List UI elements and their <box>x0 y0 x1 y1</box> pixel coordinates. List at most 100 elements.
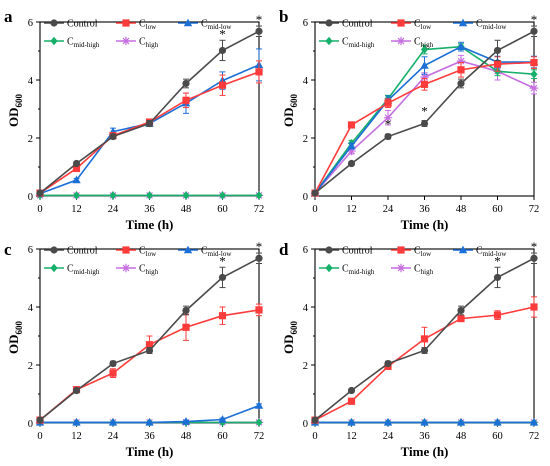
data-point <box>456 56 466 66</box>
data-point <box>72 386 81 395</box>
series-line <box>39 30 260 194</box>
legend-item-control: Control <box>44 246 98 257</box>
legend-marker <box>458 245 468 254</box>
y-axis-title-sub: 600 <box>14 321 24 335</box>
data-point <box>493 46 502 55</box>
series-clow <box>311 296 538 424</box>
y-tick-label: 4 <box>303 303 309 314</box>
legend-label-main: C <box>414 264 421 275</box>
data-point <box>311 416 319 424</box>
legend-label: Chigh <box>139 264 159 277</box>
legend-label-main: C <box>67 264 74 275</box>
data-point <box>218 312 227 320</box>
x-tick-label: 24 <box>383 204 394 215</box>
data-point <box>493 273 502 282</box>
legend-item-control: Control <box>319 19 373 30</box>
data-point <box>182 96 190 104</box>
data-point <box>383 418 393 426</box>
legend-label-sub: high <box>146 41 159 49</box>
y-axis-title-sub: 600 <box>289 321 299 335</box>
data-point <box>36 189 44 197</box>
y-axis-title-sub: 600 <box>14 94 24 108</box>
y-axis-title-main: OD <box>281 335 296 355</box>
x-tick-label: 60 <box>217 204 228 215</box>
x-tick-label: 0 <box>37 431 42 442</box>
data-point <box>109 359 117 368</box>
legend-label-main: C <box>201 19 208 30</box>
data-point <box>182 306 190 315</box>
legend-label-main: C <box>201 246 208 257</box>
significance-marker: * <box>256 239 263 254</box>
x-axis-title: Time (h) <box>401 217 449 232</box>
data-point <box>181 417 191 425</box>
panel-letter: b <box>279 7 288 26</box>
legend-marker <box>397 246 405 254</box>
y-tick-label: 6 <box>28 245 33 256</box>
legend-label: Control <box>342 246 373 257</box>
data-point <box>255 306 263 314</box>
legend-label-main: C <box>414 37 421 48</box>
legend-marker <box>183 18 193 27</box>
x-tick-label: 12 <box>346 204 357 215</box>
legend-label-sub: mid-low <box>208 23 233 31</box>
data-point <box>254 401 264 409</box>
x-tick-label: 36 <box>144 204 155 215</box>
legend-item-cmid-high: Cmid-high <box>319 264 375 276</box>
series-cmid-low <box>310 418 539 426</box>
legend-label: Chigh <box>139 37 159 50</box>
data-point <box>72 175 81 184</box>
data-point <box>384 359 392 368</box>
data-point <box>456 42 466 50</box>
legend-label-sub: mid-low <box>483 250 508 258</box>
legend-marker <box>458 18 468 27</box>
legend-item-chigh: Chigh <box>391 264 434 277</box>
data-point <box>347 418 356 426</box>
y-axis-title: OD600 <box>6 321 24 355</box>
data-point <box>72 159 81 168</box>
legend-label-sub: low <box>146 23 157 31</box>
legend-label-main: C <box>139 246 146 257</box>
legend-marker <box>325 246 333 254</box>
legend-label: Clow <box>139 19 157 32</box>
legend-marker <box>50 19 58 27</box>
data-point <box>347 159 356 168</box>
legend-item-cmid-low: Cmid-low <box>453 245 508 258</box>
x-tick-label: 72 <box>254 204 265 215</box>
y-tick-label: 0 <box>303 192 308 203</box>
data-point <box>530 27 538 35</box>
x-tick-label: 48 <box>456 204 467 215</box>
data-point <box>530 70 538 79</box>
significance-marker: * <box>219 253 226 268</box>
legend-item-chigh: Chigh <box>116 264 159 277</box>
data-point <box>218 415 227 423</box>
data-point <box>384 132 392 141</box>
legend-label-sub: high <box>421 268 434 276</box>
legend-item-cmid-high: Cmid-high <box>44 37 100 49</box>
legend-label-sub: low <box>421 250 432 258</box>
y-tick-label: 0 <box>303 419 308 430</box>
legend-marker <box>121 36 131 46</box>
data-point <box>145 346 154 355</box>
legend-label-main: C <box>414 19 421 30</box>
y-tick-label: 2 <box>28 361 33 372</box>
data-point <box>145 119 154 128</box>
y-tick-label: 2 <box>303 361 308 372</box>
series-clow <box>36 303 263 424</box>
data-point <box>457 306 465 315</box>
legend-item-cmid-high: Cmid-high <box>319 37 375 49</box>
legend-label-sub: high <box>421 41 434 49</box>
data-point <box>347 397 356 405</box>
data-point <box>311 189 319 197</box>
legend-label-sub: high <box>146 268 159 276</box>
legend-item-clow: Clow <box>391 246 432 258</box>
significance-marker: * <box>256 12 263 27</box>
data-point <box>108 418 118 426</box>
y-tick-label: 6 <box>303 245 308 256</box>
legend-label: Chigh <box>414 264 434 277</box>
x-tick-label: 60 <box>492 204 503 215</box>
data-point <box>347 386 356 395</box>
x-tick-label: 72 <box>529 431 540 442</box>
legend-label-sub: mid-high <box>349 268 375 276</box>
